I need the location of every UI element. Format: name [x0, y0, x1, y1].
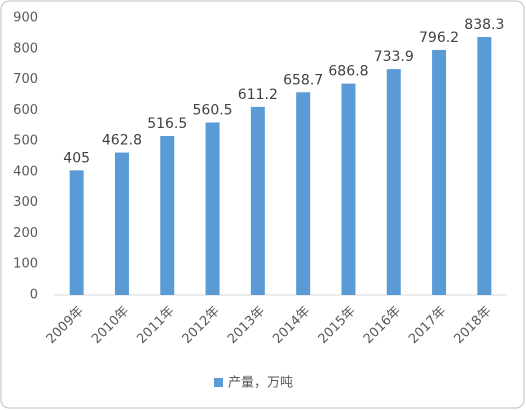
data-label: 611.2 — [238, 87, 278, 103]
data-label: 516.5 — [147, 116, 187, 132]
y-tick-label: 800 — [13, 41, 38, 56]
bar — [69, 170, 84, 295]
y-tick-label: 500 — [13, 134, 38, 149]
y-tick-label: 200 — [13, 226, 38, 241]
data-label: 405 — [63, 150, 90, 166]
data-label: 658.7 — [283, 72, 323, 88]
data-label: 462.8 — [102, 133, 142, 149]
y-tick-label: 400 — [13, 164, 38, 179]
bar — [250, 106, 265, 295]
bar — [296, 92, 311, 295]
data-label: 796.2 — [419, 30, 459, 46]
bar — [341, 83, 356, 295]
bar — [432, 49, 447, 296]
bar — [477, 36, 492, 295]
data-label: 560.5 — [193, 102, 233, 118]
y-tick-label: 600 — [13, 103, 38, 118]
data-label: 733.9 — [374, 49, 414, 65]
bar — [205, 122, 220, 295]
y-tick-label: 100 — [13, 257, 38, 272]
bar — [386, 69, 401, 295]
bar — [114, 152, 129, 295]
data-label: 686.8 — [328, 64, 368, 80]
bar — [160, 136, 175, 295]
y-tick-label: 900 — [13, 11, 38, 26]
y-tick-label: 700 — [13, 72, 38, 87]
legend-label: 产量，万吨 — [228, 376, 293, 391]
y-tick-label: 0 — [30, 288, 38, 303]
y-tick-label: 300 — [13, 195, 38, 210]
data-label: 838.3 — [464, 17, 504, 33]
legend-swatch — [214, 378, 223, 387]
